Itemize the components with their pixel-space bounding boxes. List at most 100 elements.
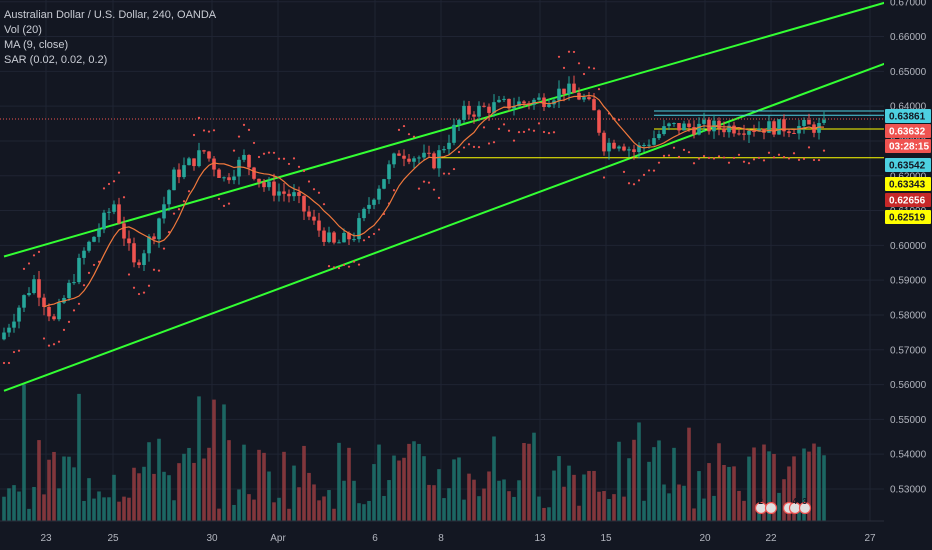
sar-dot [737,153,741,156]
sar-dot [352,260,356,263]
candle-body [367,204,371,209]
candle-body [412,158,416,162]
candle-body [132,243,136,263]
sar-dot [327,265,331,268]
volume-bar [792,456,796,521]
candle-body [467,105,471,115]
volume-bar [462,499,466,521]
sar-dot [212,129,216,132]
candle-body [797,126,801,134]
volume-bar [412,441,416,521]
x-tick-label: 22 [765,533,777,544]
candle-body [652,138,656,145]
volume-bar [497,480,501,521]
price-tag-label: 03:28:15 [889,142,929,153]
sar-dot [287,162,291,166]
sar-dot [127,273,131,276]
price-tag-label: 0.62519 [889,213,926,224]
price-tag-bg [885,210,931,224]
sar-dot [47,344,51,347]
sar-dot [622,170,626,173]
candle-body [757,128,761,132]
sar-dot [802,157,806,160]
candle-body [152,236,156,240]
volume-bar [602,491,606,521]
sar-dot [92,263,96,267]
legend-symbol[interactable]: Australian Dollar / U.S. Dollar, 240, OA… [4,9,217,21]
price-tag-label: 0.63343 [889,180,926,191]
volume-bar [62,456,66,521]
sar-dot [697,157,701,160]
candle-body [622,146,626,151]
price-axis[interactable]: 0.670000.660000.650000.640000.630000.620… [884,0,932,550]
volume-bar [92,498,96,521]
candle-body [722,128,726,133]
volume-bar [522,442,526,521]
volume-bar [467,473,471,521]
candle-body [32,279,36,294]
sar-dot [102,187,106,190]
volume-bar [57,488,61,521]
event-marker-label: 3 [803,497,808,506]
candle-body [2,332,6,340]
volume-bar [727,466,731,521]
y-tick-label: 0.65000 [890,67,927,78]
volume-bar [507,491,511,521]
volume-bar [587,470,591,521]
volume-bar [242,444,246,521]
candle-body [637,145,641,153]
volume-bar [772,453,776,521]
ma-line [43,94,825,308]
candle-body [197,150,201,167]
volume-bar [482,488,486,521]
sar-dot [767,151,771,154]
candle-body [707,119,711,132]
volume-bar [22,384,26,521]
sar-dot [572,50,576,54]
volume-bar [347,447,351,521]
candle-body [407,158,411,162]
volume-bar [52,451,56,521]
horizontal-lines [0,110,884,159]
candle-body [417,157,421,159]
candle-body [592,99,596,111]
candle-body [362,208,366,219]
sar-dot [297,165,301,168]
legend-sar[interactable]: SAR (0.02, 0.02, 0.2) [4,54,108,66]
sar-dot [547,132,551,135]
candle-body [452,124,456,143]
legend-volume[interactable]: Vol (20) [4,24,42,36]
candle-body [272,181,276,196]
sar-dot [752,158,756,161]
candle-body [202,150,206,152]
volume-bar [637,422,641,521]
sar-dot [477,146,481,149]
sar-dot [402,124,406,128]
volume-bar [137,473,141,521]
candle-body [787,131,791,133]
volume-bar [492,436,496,521]
sar-dot [557,55,561,58]
sar-dot [157,269,161,272]
sar-dot [312,188,316,191]
candle-body [432,153,436,169]
volume-bar [597,491,601,521]
price-tag-label: 0.63861 [889,112,926,123]
time-axis-bg [0,521,932,550]
volume-bar [777,492,781,521]
time-axis[interactable]: 23 25 30 Apr 6 8 13 15 20 22 27 [0,520,932,550]
volume-bar [117,501,121,521]
volume-bar [662,484,666,521]
volume-bar [532,432,536,521]
x-tick-label: 8 [438,533,444,544]
legend-ma[interactable]: MA (9, close) [4,39,69,51]
volume-bar [652,447,656,521]
candle-body [502,98,506,100]
candle-body [512,106,516,109]
volume-bar [272,502,276,521]
volume-bar [787,466,791,521]
candle-body [472,114,476,117]
volume-bar [752,447,756,521]
